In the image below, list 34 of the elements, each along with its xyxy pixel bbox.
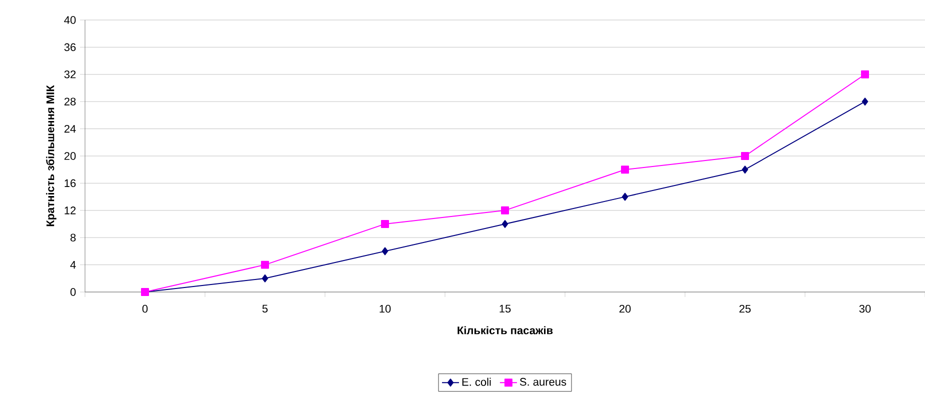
point bbox=[861, 70, 869, 78]
y-tick-label: 4 bbox=[70, 261, 76, 269]
x-tick-label: 30 bbox=[859, 304, 871, 313]
y-tick-label: 28 bbox=[64, 98, 76, 106]
point bbox=[262, 274, 268, 282]
point bbox=[261, 260, 269, 269]
point bbox=[622, 192, 628, 201]
y-tick-label: 40 bbox=[64, 16, 76, 24]
point bbox=[502, 220, 508, 228]
y-tick-label: 20 bbox=[64, 152, 76, 160]
y-tick-label: 16 bbox=[64, 179, 76, 188]
y-axis-title: Кратність збільшення МІК bbox=[46, 85, 56, 226]
x-tick-label: 10 bbox=[380, 304, 391, 313]
legend-label: S. aureus bbox=[520, 378, 566, 386]
point bbox=[382, 247, 388, 256]
y-tick-label: 36 bbox=[64, 43, 76, 52]
point bbox=[742, 166, 748, 174]
x-axis-title: Кількість пасажів bbox=[458, 326, 553, 334]
legend-label: E. coli bbox=[462, 378, 491, 386]
y-tick-label: 8 bbox=[70, 234, 76, 242]
point bbox=[501, 206, 509, 214]
x-tick-label: 15 bbox=[500, 304, 511, 313]
y-tick-label: 24 bbox=[64, 124, 76, 133]
x-tick-label: 25 bbox=[739, 304, 751, 313]
y-tick-label: 12 bbox=[64, 206, 76, 214]
point bbox=[381, 220, 389, 228]
x-tick-label: 0 bbox=[142, 304, 148, 313]
point bbox=[741, 152, 749, 160]
y-tick-label: 32 bbox=[64, 70, 76, 78]
y-tick-label: 0 bbox=[70, 288, 76, 296]
x-tick-label: 20 bbox=[619, 304, 631, 313]
point bbox=[621, 166, 629, 174]
point bbox=[862, 98, 868, 106]
x-tick-label: 5 bbox=[262, 304, 268, 313]
